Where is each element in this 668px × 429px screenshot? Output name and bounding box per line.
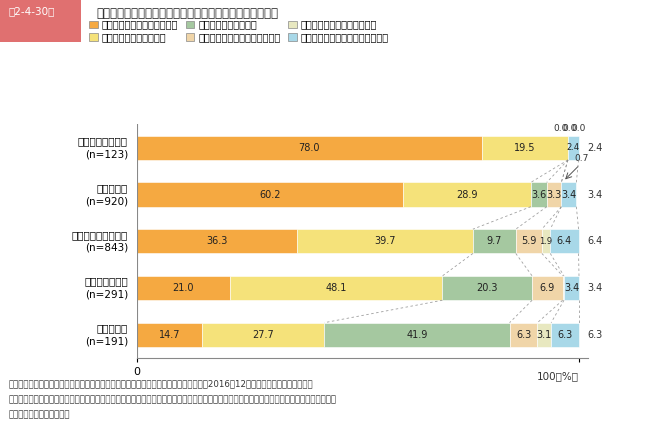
Bar [546,182,561,207]
Text: 働きやすさ別に見た、中小企業就業者の今後の就業の意向: 働きやすさ別に見た、中小企業就業者の今後の就業の意向 [97,7,279,20]
Bar [137,276,230,300]
Text: 6.9: 6.9 [540,283,555,293]
Bar [531,182,546,207]
Text: 0.0: 0.0 [562,124,576,133]
Bar [482,136,568,160]
Bar [325,323,510,347]
Bar [568,136,578,160]
Bar [562,276,564,300]
Bar [561,182,576,207]
Text: 3.4: 3.4 [587,190,603,199]
Text: 39.7: 39.7 [374,236,396,246]
Bar [137,323,202,347]
Bar [538,323,551,347]
Bar [551,323,579,347]
Bar [442,276,532,300]
Text: 0.0: 0.0 [571,124,585,133]
Text: 78.0: 78.0 [299,143,320,153]
Text: 3.3: 3.3 [546,190,562,199]
Text: 14.7: 14.7 [159,330,180,340]
Bar [564,276,579,300]
Bar [473,229,516,254]
Text: 3.4: 3.4 [587,283,603,293]
Text: 27.7: 27.7 [253,330,274,340]
Bar [297,229,473,254]
Bar [137,229,297,254]
Text: 28.9: 28.9 [456,190,478,199]
Text: 6.4: 6.4 [587,236,603,246]
Text: 21.0: 21.0 [172,283,194,293]
Bar [137,136,482,160]
Text: 6.3: 6.3 [558,330,572,340]
Text: 3.4: 3.4 [564,283,579,293]
Text: 41.9: 41.9 [406,330,428,340]
Bar [202,323,325,347]
Bar [137,182,403,207]
Bar [550,229,578,254]
Text: 3.1: 3.1 [536,330,552,340]
Text: （注）「仕事を辞め、当面は働く意向はない」には、傷病により就業が困難な場合や公務員への就業希望等、今後３年程度企業への就業の意向: （注）「仕事を辞め、当面は働く意向はない」には、傷病により就業が困難な場合や公務… [9,396,337,405]
Text: 2.4: 2.4 [566,143,580,152]
Bar [516,229,542,254]
Text: 資料：中小企業庁委託「中小企業・小規模事業者の人材確保・定着等に関する調査」（2016年12月、みずほ情報総研（株））: 資料：中小企業庁委託「中小企業・小規模事業者の人材確保・定着等に関する調査」（2… [9,380,313,389]
Text: 60.2: 60.2 [259,190,281,199]
Text: 6.3: 6.3 [516,330,531,340]
Bar [542,229,550,254]
Text: 6.4: 6.4 [557,236,572,246]
Text: 0.7: 0.7 [574,154,589,163]
Text: 0.0: 0.0 [553,124,568,133]
Bar [403,182,531,207]
Text: 5.9: 5.9 [521,236,536,246]
Text: 48.1: 48.1 [325,283,347,293]
Text: 3.4: 3.4 [561,190,576,199]
Text: 第2-4-30図: 第2-4-30図 [9,6,55,16]
Text: 19.5: 19.5 [514,143,536,153]
Text: 20.3: 20.3 [476,283,498,293]
Bar [510,323,538,347]
Bar [532,276,562,300]
Text: 100（%）: 100（%） [537,372,579,381]
Text: がない場合も含める。: がない場合も含める。 [9,411,70,420]
Text: 9.7: 9.7 [487,236,502,246]
Text: 1.9: 1.9 [540,237,552,246]
Legend: 現在の就業先で働き続けたい, 機会があれば転職したい, すぐにでも転職したい, 機会があれば起業・独立したい, すぐにでも起業・独立したい, 仕事を辞め、当面働: 現在の就業先で働き続けたい, 機会があれば転職したい, すぐにでも転職したい, … [85,15,393,46]
Text: 3.6: 3.6 [531,190,546,199]
Bar [230,276,442,300]
Text: 2.4: 2.4 [587,143,603,153]
Text: 6.3: 6.3 [587,330,603,340]
Text: 36.3: 36.3 [206,236,228,246]
